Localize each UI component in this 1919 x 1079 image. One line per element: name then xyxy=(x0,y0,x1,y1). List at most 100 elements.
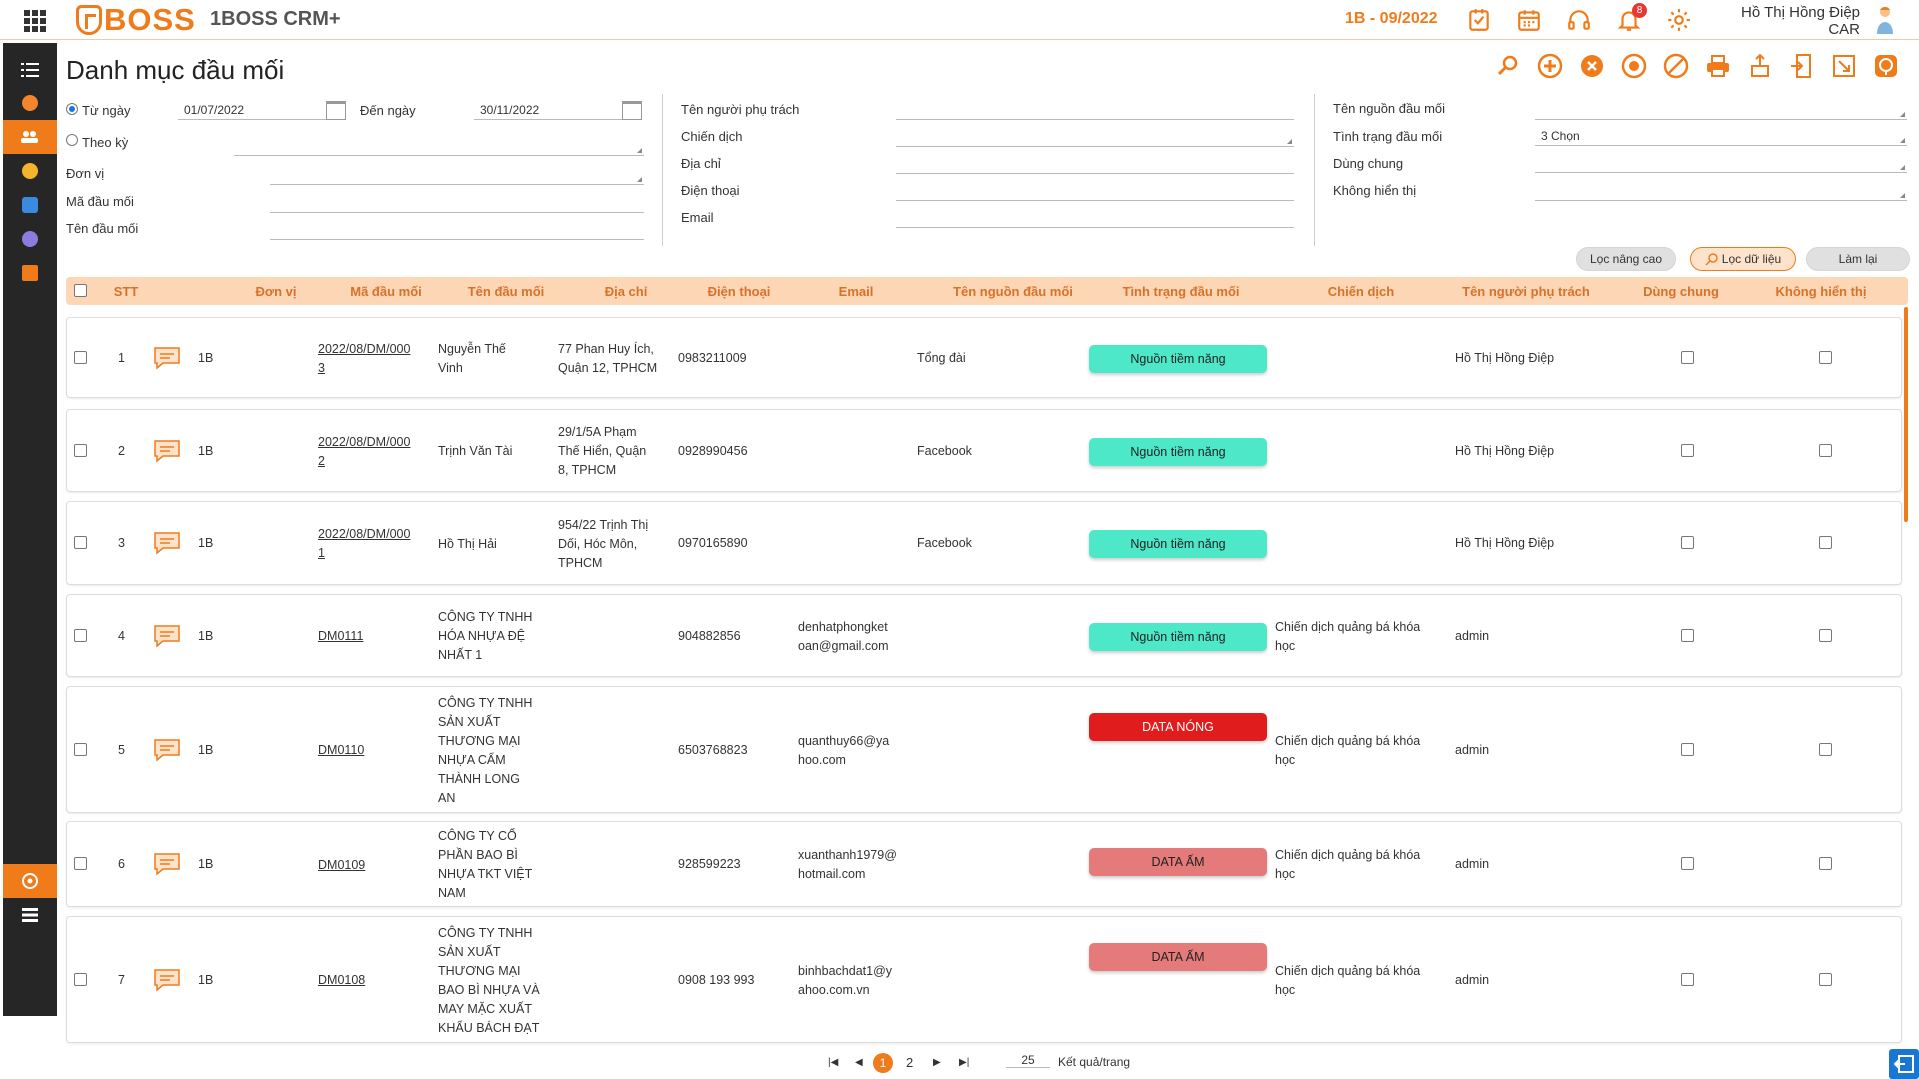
col-stt[interactable]: STT xyxy=(113,284,139,299)
disable-icon[interactable] xyxy=(1662,52,1690,80)
advanced-filter-button[interactable]: Lọc nâng cao xyxy=(1576,247,1676,271)
row-shared-checkbox[interactable] xyxy=(1681,444,1694,457)
to-date-input[interactable]: 30/11/2022 xyxy=(474,100,642,120)
to-date-calendar-icon[interactable] xyxy=(622,101,642,120)
col-owner[interactable]: Tên người phụ trách xyxy=(1462,284,1590,299)
row-checkbox[interactable] xyxy=(74,743,87,756)
name-input[interactable] xyxy=(270,220,644,240)
period-selector[interactable]: 1B - 09/2022 xyxy=(1345,10,1438,27)
notification-bell-icon[interactable]: 8 xyxy=(1615,3,1647,34)
row-code[interactable]: 2022/08/DM/000 3 xyxy=(318,340,428,378)
sidebar-item-customers[interactable] xyxy=(3,154,57,188)
unit-select[interactable] xyxy=(270,165,644,185)
row-shared-checkbox[interactable] xyxy=(1681,743,1694,756)
from-date-calendar-icon[interactable] xyxy=(326,101,346,120)
print-icon[interactable] xyxy=(1704,52,1732,80)
row-checkbox[interactable] xyxy=(74,973,87,986)
col-address[interactable]: Địa chỉ xyxy=(604,284,648,299)
row-shared-checkbox[interactable] xyxy=(1681,857,1694,870)
sidebar-item-tools[interactable] xyxy=(3,222,57,256)
logo[interactable]: BOSS xyxy=(76,2,196,37)
first-page-icon[interactable]: |◀ xyxy=(828,1057,839,1068)
col-unit[interactable]: Đơn vị xyxy=(255,284,297,299)
view-icon[interactable] xyxy=(1620,52,1648,80)
row-checkbox[interactable] xyxy=(74,536,87,549)
calendar-icon[interactable] xyxy=(1515,6,1543,34)
row-hidden-checkbox[interactable] xyxy=(1819,743,1832,756)
share-icon[interactable] xyxy=(1830,52,1858,80)
phone-input[interactable] xyxy=(896,181,1294,201)
filter-data-button[interactable]: Lọc dữ liệu xyxy=(1690,247,1796,271)
row-hidden-checkbox[interactable] xyxy=(1819,629,1832,642)
apps-grid-icon[interactable] xyxy=(24,10,46,32)
import-excel-icon[interactable] xyxy=(1746,52,1774,80)
shared-select[interactable] xyxy=(1535,153,1907,173)
page-current[interactable]: 1 xyxy=(873,1053,893,1073)
row-hidden-checkbox[interactable] xyxy=(1819,973,1832,986)
reset-button[interactable]: Làm lại xyxy=(1806,247,1910,271)
sidebar-item-reports[interactable] xyxy=(3,188,57,222)
row-shared-checkbox[interactable] xyxy=(1681,973,1694,986)
exit-button[interactable] xyxy=(1889,1049,1919,1079)
last-page-icon[interactable]: ▶| xyxy=(959,1057,970,1068)
comment-icon[interactable] xyxy=(153,346,181,370)
export-icon[interactable] xyxy=(1788,52,1816,80)
sidebar-item-dashboard[interactable] xyxy=(3,86,57,120)
col-name[interactable]: Tên đầu mối xyxy=(467,284,545,299)
row-code[interactable]: DM0109 xyxy=(318,856,428,875)
sidebar-menu-list-icon[interactable] xyxy=(3,53,57,87)
source-select[interactable] xyxy=(1535,100,1907,120)
from-date-input[interactable]: 01/07/2022 xyxy=(178,100,346,120)
page-size-select[interactable]: 25 xyxy=(1006,1053,1050,1068)
comment-icon[interactable] xyxy=(153,852,181,876)
col-campaign[interactable]: Chiến dịch xyxy=(1327,284,1395,299)
row-code[interactable]: DM0111 xyxy=(318,627,428,646)
table-row[interactable]: 3 1B 2022/08/DM/000 1 Hồ Thị Hải 954/22 Trịnh… xyxy=(66,501,1902,585)
table-row[interactable]: 5 1B DM0110 CÔNG TY TNHH SẢN XUẤT THƯƠNG MẠI N… xyxy=(66,686,1902,813)
email-input[interactable] xyxy=(896,208,1294,228)
campaign-select[interactable] xyxy=(896,127,1294,147)
row-code[interactable]: DM0108 xyxy=(318,971,428,990)
row-code[interactable]: DM0110 xyxy=(318,741,428,760)
row-shared-checkbox[interactable] xyxy=(1681,536,1694,549)
guide-icon[interactable] xyxy=(1872,52,1900,80)
table-scrollbar[interactable] xyxy=(1904,307,1908,522)
status-select[interactable]: 3 Chọn xyxy=(1535,126,1907,146)
col-source[interactable]: Tên nguồn đầu mối xyxy=(953,284,1073,299)
owner-input[interactable] xyxy=(896,100,1294,120)
row-hidden-checkbox[interactable] xyxy=(1819,351,1832,364)
add-icon[interactable] xyxy=(1536,52,1564,80)
comment-icon[interactable] xyxy=(153,968,181,992)
comment-icon[interactable] xyxy=(153,531,181,555)
sidebar-item-help[interactable] xyxy=(3,864,57,898)
period-select[interactable] xyxy=(234,136,644,156)
code-input[interactable] xyxy=(270,193,644,213)
col-shared[interactable]: Dùng chung xyxy=(1643,284,1719,299)
next-page-icon[interactable]: ▶ xyxy=(933,1057,941,1068)
col-email[interactable]: Email xyxy=(838,284,874,299)
sidebar-item-leads[interactable] xyxy=(3,120,57,154)
comment-icon[interactable] xyxy=(153,439,181,463)
hidden-select[interactable] xyxy=(1535,181,1907,201)
prev-page-icon[interactable]: ◀ xyxy=(855,1057,863,1068)
search-icon[interactable] xyxy=(1494,52,1522,80)
delete-icon[interactable] xyxy=(1578,52,1606,80)
row-code[interactable]: 2022/08/DM/000 1 xyxy=(318,525,428,563)
sidebar-item-list[interactable] xyxy=(3,898,57,932)
period-radio[interactable] xyxy=(66,134,78,146)
col-code[interactable]: Mã đầu mối xyxy=(350,284,422,299)
table-row[interactable]: 2 1B 2022/08/DM/000 2 Trịnh Văn Tài 29/1/5A P… xyxy=(66,409,1902,492)
row-hidden-checkbox[interactable] xyxy=(1819,536,1832,549)
table-row[interactable]: 4 1B DM0111 CÔNG TY TNHH HÓA NHỰA ĐỆ NHẤT 1 90… xyxy=(66,594,1902,677)
sidebar-item-documents[interactable] xyxy=(3,256,57,290)
col-phone[interactable]: Điện thoại xyxy=(707,284,771,299)
row-checkbox[interactable] xyxy=(74,629,87,642)
headset-icon[interactable] xyxy=(1565,6,1593,34)
col-hidden[interactable]: Không hiển thị xyxy=(1775,284,1867,299)
row-shared-checkbox[interactable] xyxy=(1681,351,1694,364)
row-checkbox[interactable] xyxy=(74,857,87,870)
avatar[interactable] xyxy=(1872,4,1898,36)
row-hidden-checkbox[interactable] xyxy=(1819,444,1832,457)
comment-icon[interactable] xyxy=(153,624,181,648)
table-row[interactable]: 6 1B DM0109 CÔNG TY CỔ PHẦN BAO BÌ NHỰA TKT V… xyxy=(66,821,1902,907)
